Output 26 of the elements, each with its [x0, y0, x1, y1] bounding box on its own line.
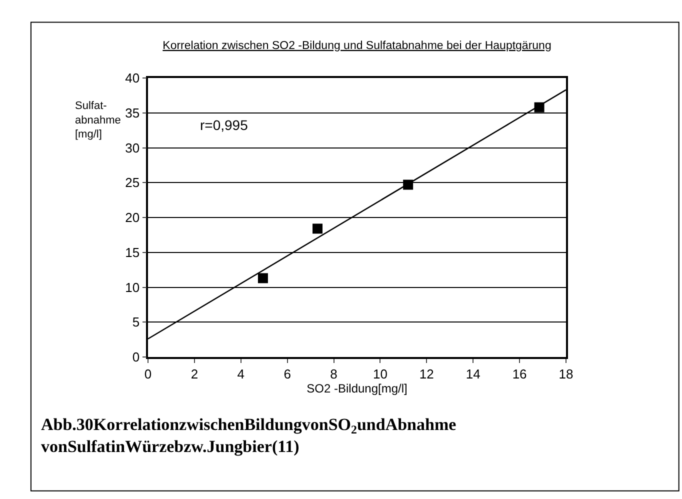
- annotation: r=0,995: [200, 117, 248, 133]
- y-tick-label: 35: [125, 105, 140, 120]
- x-tick-label: 16: [512, 366, 527, 382]
- y-tick-label: 20: [125, 210, 140, 226]
- x-tick-label: 14: [466, 366, 480, 382]
- x-tick-label: 0: [144, 366, 152, 382]
- y-tick-label: 40: [125, 70, 140, 86]
- y-tick-label: 30: [125, 140, 140, 156]
- x-tick-label: 4: [237, 366, 245, 382]
- x-axis-title: SO2 -Bildung[mg/l]: [306, 382, 408, 396]
- x-tick-label: 2: [190, 366, 198, 382]
- x-tick-label: 18: [558, 366, 574, 382]
- y-axis-title: Sulfat- abnahme [mg/l]: [75, 100, 121, 141]
- y-tick-label: 0: [132, 350, 140, 365]
- y-tick-label: 25: [125, 175, 140, 190]
- point: [258, 273, 268, 284]
- x-tick-label: 8: [330, 366, 338, 382]
- x-tick-label: 10: [372, 366, 388, 382]
- y-tick-label: 5: [132, 314, 140, 330]
- text: Abb.30KorrelationzwischenBildungvonSO$_{2}$undAbnahme vonSulfatinWürzebzw.Jungbier(11): [41, 415, 456, 456]
- y-tick-label: 15: [125, 244, 140, 260]
- y-tick-label: 10: [125, 280, 140, 295]
- point: [312, 224, 323, 234]
- x-tick-label: 6: [284, 366, 291, 382]
- x-tick-label: 12: [419, 366, 434, 382]
- chart-title: Korrelation zwischen SO2 -Bildung und Sulfatabnahme bei der Hauptgärung: [162, 40, 552, 52]
